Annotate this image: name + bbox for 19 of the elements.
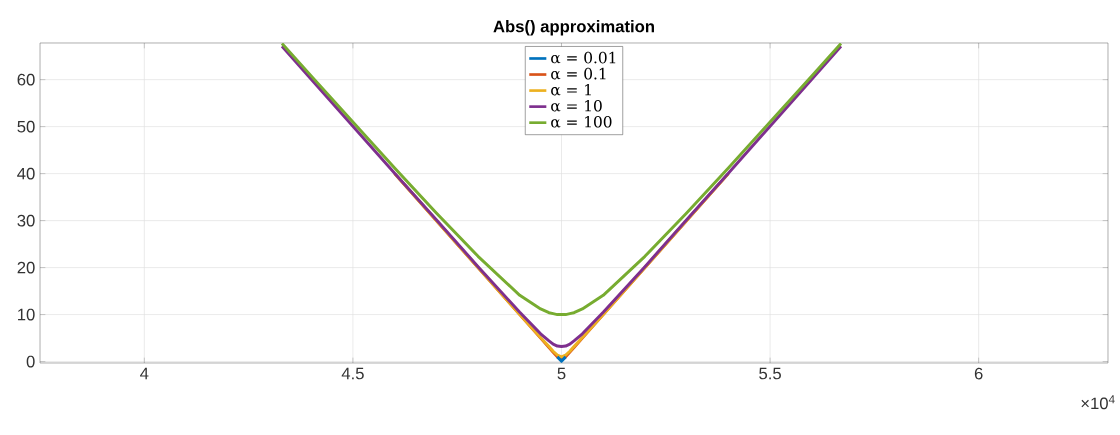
- y-tick-label: 0: [26, 355, 35, 368]
- text: ×10$^{4}$: [1081, 395, 1115, 410]
- y-tick-label: 30: [17, 214, 35, 227]
- legend-label: α = 0.1: [551, 67, 606, 80]
- legend-label: α = 10: [551, 99, 602, 112]
- x-tick-label: 4.5: [341, 367, 364, 380]
- x-tick-label: 5.5: [759, 367, 781, 380]
- x-tick-label: 6: [974, 367, 983, 380]
- y-tick-label: 60: [17, 73, 35, 86]
- legend-label: α = 100: [551, 115, 612, 128]
- y-tick-label: 40: [17, 167, 35, 180]
- x-tick-label: 4: [140, 367, 149, 380]
- legend-label: α = 1: [551, 83, 591, 96]
- y-tick-label: 50: [17, 120, 35, 133]
- x-tick-label: 5: [557, 367, 566, 380]
- legend-label: α = 0.01: [551, 51, 616, 64]
- y-tick-label: 20: [17, 261, 35, 274]
- chart-title: Abs() approximation: [493, 20, 654, 36]
- y-tick-label: 10: [18, 308, 35, 321]
